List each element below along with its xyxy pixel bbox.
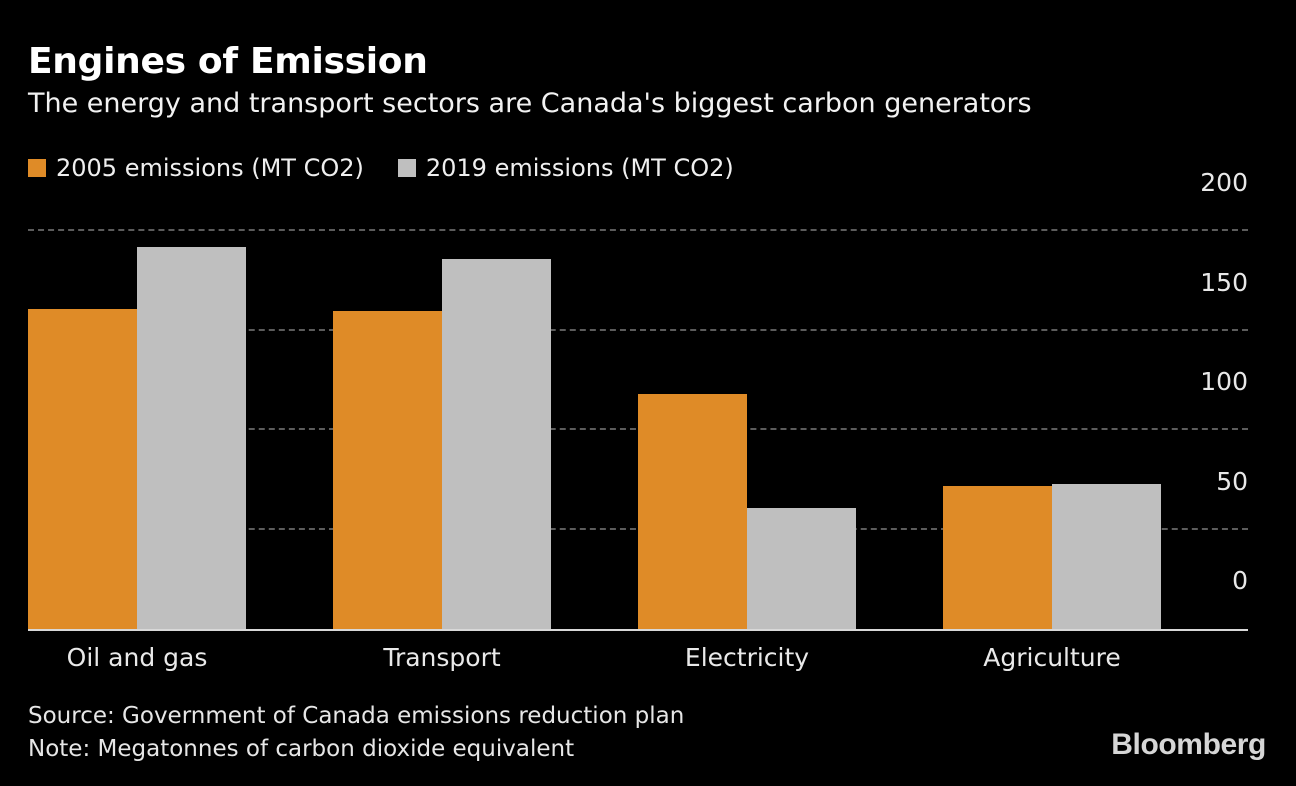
bar: [442, 258, 551, 629]
bar: [638, 394, 747, 629]
legend-swatch-2019-icon: [397, 159, 416, 177]
bar: [137, 246, 246, 629]
x-axis-labels: Oil and gas Transport Electricity Agricultu…: [28, 638, 1248, 682]
note-text: Note: Megatonnes of carbon dioxide equiv…: [28, 736, 575, 762]
bar: [28, 308, 137, 629]
x-axis-label-oil-and-gas: Oil and gas: [66, 643, 208, 672]
bar-group: [28, 231, 333, 629]
chart-footnotes: Source: Government of Canada emissions r…: [28, 700, 684, 766]
bar: [1052, 483, 1161, 629]
legend-item-2019: 2019 emissions (MT CO2): [397, 154, 734, 182]
bar: [747, 507, 856, 629]
source-text: Source: Government of Canada emissions r…: [28, 703, 685, 729]
bar-group: [943, 231, 1248, 629]
bloomberg-logo: Bloomberg: [1111, 728, 1266, 761]
plot-area: 0 50 100 150 200: [28, 169, 1248, 631]
bar-groups: [28, 231, 1248, 629]
y-tick-label-0: 0: [1232, 566, 1248, 595]
chart-legend: 2005 emissions (MT CO2) 2019 emissions (…: [28, 152, 734, 184]
bar: [333, 310, 442, 629]
x-axis-line: [28, 629, 1248, 631]
y-tick-label-200: 200: [1200, 168, 1248, 197]
legend-label-2019: 2019 emissions (MT CO2): [425, 154, 734, 182]
legend-label-2005: 2005 emissions (MT CO2): [56, 154, 364, 182]
bar-group: [638, 231, 943, 629]
x-axis-label-agriculture: Agriculture: [983, 643, 1121, 672]
bar-group: [333, 231, 638, 629]
legend-item-2005: 2005 emissions (MT CO2): [28, 155, 364, 181]
y-tick-label-100: 100: [1200, 367, 1248, 396]
x-axis-label-transport: Transport: [383, 643, 501, 672]
page-title: Engines of Emission: [28, 41, 428, 82]
y-tick-label-50: 50: [1216, 466, 1248, 496]
y-tick-label-150: 150: [1200, 267, 1248, 297]
page-subtitle: The energy and transport sectors are Can…: [28, 88, 1032, 119]
bar: [943, 485, 1052, 629]
x-axis-label-electricity: Electricity: [684, 643, 810, 672]
legend-swatch-2005-icon: [28, 159, 46, 177]
